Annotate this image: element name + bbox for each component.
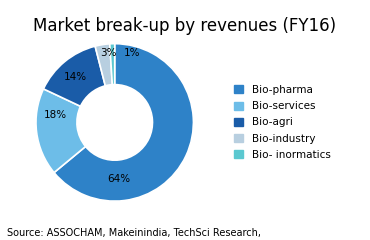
Wedge shape: [110, 44, 115, 85]
Wedge shape: [54, 44, 194, 201]
Text: 3%: 3%: [100, 48, 117, 58]
Wedge shape: [43, 46, 105, 106]
Wedge shape: [36, 89, 85, 173]
Legend: Bio-pharma, Bio-services, Bio-agri, Bio-industry, Bio- inormatics: Bio-pharma, Bio-services, Bio-agri, Bio-…: [234, 85, 331, 160]
Wedge shape: [95, 44, 112, 86]
Text: Source: ASSOCHAM, Makeinindia, TechSci Research,: Source: ASSOCHAM, Makeinindia, TechSci R…: [7, 228, 261, 238]
Text: 64%: 64%: [107, 174, 130, 184]
Text: 18%: 18%: [44, 109, 67, 120]
Text: Market break-up by revenues (FY16): Market break-up by revenues (FY16): [33, 17, 337, 35]
Text: 14%: 14%: [64, 72, 87, 82]
Text: 1%: 1%: [124, 48, 140, 58]
